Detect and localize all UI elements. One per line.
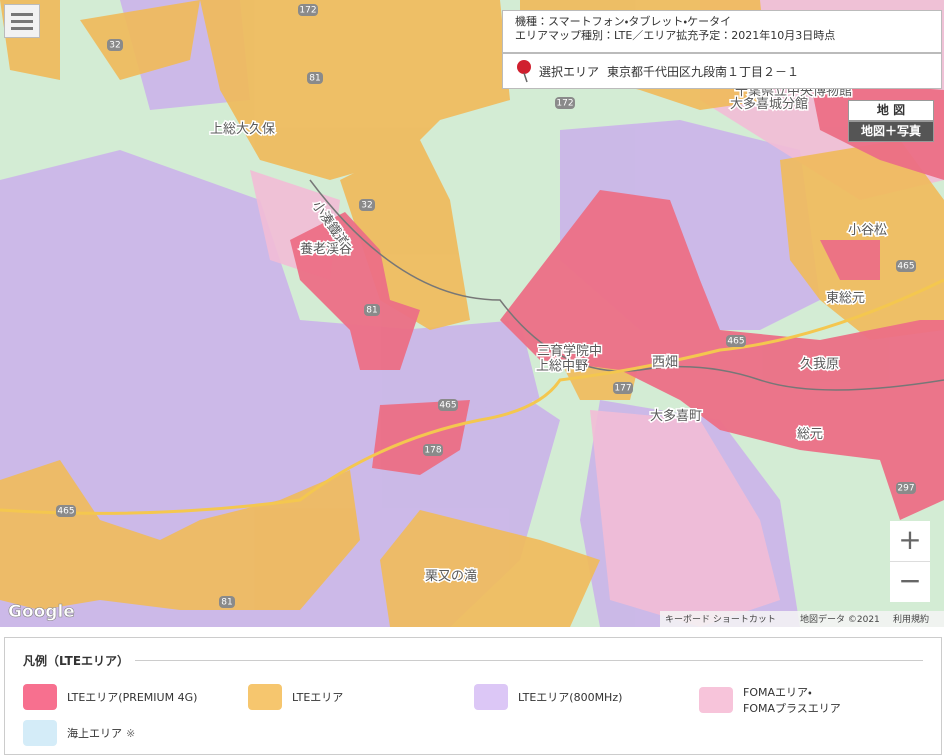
pin-icon (517, 60, 531, 83)
legend-label: LTEエリア (292, 691, 344, 704)
route-number: 172 (299, 6, 316, 16)
legend-item: 海上エリア ※ (23, 720, 135, 746)
selected-label: 選択エリア (539, 64, 600, 79)
legend-label: 海上エリア (67, 727, 122, 740)
attribution-link[interactable]: キーボード ショートカット (665, 614, 776, 625)
route-number: 81 (366, 306, 377, 316)
place-label: 久我原 (800, 357, 839, 372)
place-label: 西畑 (652, 355, 678, 370)
map-photo-button[interactable]: 地図＋写真 (848, 121, 934, 142)
attribution-text: 地図データ ©2021 (800, 613, 880, 625)
legend-label: FOMAエリア・ (743, 686, 812, 699)
place-label: 上総中野 (536, 359, 588, 374)
route-number: 32 (361, 201, 372, 211)
legend-item: LTEエリア(PREMIUM 4G) (23, 684, 197, 710)
selected-address: 東京都千代田区九段南１丁目２－１ (607, 64, 800, 79)
place-label: 総元 (797, 427, 823, 442)
place-label: 養老渓谷 (300, 241, 352, 257)
route-number: 465 (439, 401, 456, 411)
route-number: 465 (897, 262, 914, 272)
selected-area: 選択エリア 東京都千代田区九段南１丁目２－１ (502, 53, 942, 89)
route-number: 178 (424, 446, 441, 456)
route-number: 465 (57, 507, 74, 517)
route-shields: 172 32 81 172 32 81 465 178 177 465 465 … (56, 4, 916, 608)
legend-rule (135, 660, 923, 661)
zoom-in[interactable]: + (890, 521, 930, 561)
legend-item: LTEエリア (248, 684, 343, 710)
place-label: 小谷松 (848, 223, 887, 238)
place-label: 大多喜町 (650, 409, 702, 424)
place-label: 東総元 (826, 290, 865, 306)
menu-button[interactable] (4, 4, 40, 38)
route-number: 297 (897, 484, 914, 494)
map-button[interactable]: 地 図 (848, 100, 934, 121)
route-number: 177 (614, 384, 631, 394)
info-text: 機種：スマートフォン・タブレット・ケータイ (515, 15, 732, 28)
route-number: 172 (556, 99, 573, 109)
zoom-out[interactable]: − (890, 561, 930, 602)
route-number: 81 (309, 74, 320, 84)
place-label: 三育学院中 (537, 343, 602, 359)
legend-title: 凡例（LTEエリア） (23, 654, 130, 668)
route-number: 81 (221, 598, 232, 608)
info-box: 機種：スマートフォン・タブレット・ケータイ エリアマップ種別：LTE／エリア拡充… (502, 10, 942, 53)
legend: 凡例（LTEエリア） LTEエリア(PREMIUM 4G) LTEエリア LTE… (4, 637, 942, 755)
google-logo: Google (8, 602, 75, 622)
legend-item: LTEエリア(800MHz) (474, 684, 622, 710)
route-number: 32 (109, 41, 120, 51)
legend-label: LTEエリア(PREMIUM 4G) (67, 691, 198, 704)
legend-label: FOMAプラスエリア (743, 702, 841, 715)
place-label: 大多喜城分館 (730, 97, 808, 112)
map[interactable]: 千葉県立中央博物館 大多喜城分館 上総大久保 小湊鐵道 養老渓谷 三育学院中 上… (0, 0, 944, 627)
legend-item: FOMAエリア・ FOMAプラスエリア (699, 684, 841, 716)
route-number: 465 (727, 337, 744, 347)
legend-note: ※ (126, 726, 136, 740)
place-label: 栗又の滝 (425, 569, 477, 584)
legend-label: LTEエリア(800MHz) (518, 691, 623, 704)
info-text: エリアマップ種別：LTE／エリア拡充予定：2021年10月3日時点 (515, 29, 836, 42)
place-label: 上総大久保 (210, 122, 275, 137)
attribution-link[interactable]: 利用規約 (893, 613, 929, 625)
